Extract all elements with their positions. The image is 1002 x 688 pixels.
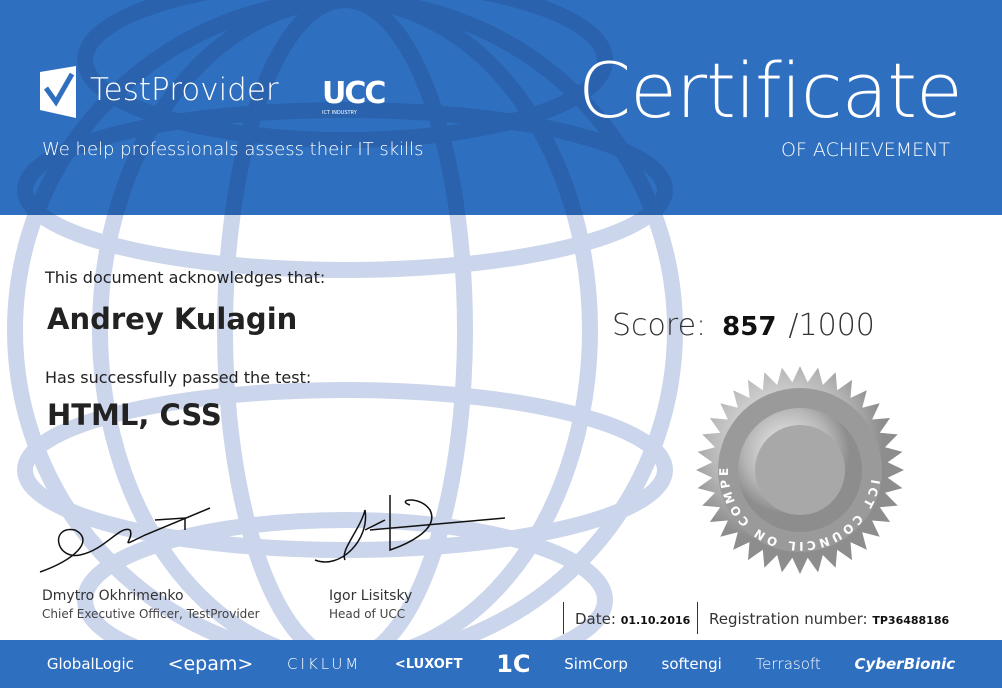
partner-softengi: softengi bbox=[661, 655, 722, 673]
tagline: We help professionals assess their IT sk… bbox=[42, 139, 424, 160]
divider bbox=[563, 602, 564, 634]
issue-date: Date: 01.10.2016 bbox=[575, 610, 690, 628]
ict-seal: ICT COUNCIL ON COMPETITIVENESS bbox=[695, 365, 904, 574]
test-name: HTML, CSS bbox=[47, 398, 222, 432]
partner-1c: 1C bbox=[496, 650, 531, 678]
score-value: 857 bbox=[722, 312, 777, 342]
globe-icon bbox=[755, 425, 845, 515]
date-label: Date: bbox=[575, 610, 616, 628]
score-max: /1000 bbox=[788, 308, 875, 343]
partner-luxoft: <LUXOFT bbox=[394, 656, 463, 672]
divider bbox=[697, 602, 698, 634]
acknowledges-text: This document acknowledges that: bbox=[45, 268, 326, 287]
partner-simcorp: SimCorp bbox=[564, 655, 628, 673]
signer-1-name: Dmytro Okhrimenko bbox=[42, 588, 184, 604]
reg-label: Registration number: bbox=[709, 610, 868, 628]
registration-number: Registration number: TP36488186 bbox=[709, 610, 949, 628]
signer-1-role: Chief Executive Officer, TestProvider bbox=[42, 607, 260, 621]
recipient-name: Andrey Kulagin bbox=[47, 302, 298, 336]
partner-terrasoft: Terrasoft bbox=[755, 655, 821, 673]
signer-2-name: Igor Lisitsky bbox=[329, 588, 413, 604]
ucc-logo: UCC bbox=[322, 76, 386, 111]
certificate-subtitle: OF ACHIEVEMENT bbox=[781, 139, 950, 161]
ucc-logo-sub: ICT INDUSTRY bbox=[322, 110, 357, 116]
reg-value: TP36488186 bbox=[872, 614, 950, 627]
brand-name: TestProvider bbox=[90, 72, 279, 108]
passed-text: Has successfully passed the test: bbox=[45, 368, 312, 387]
score: Score: 857/1000 bbox=[612, 308, 875, 343]
signer-2-role: Head of UCC bbox=[329, 607, 406, 621]
partner-globallogic: GlobalLogic bbox=[46, 655, 134, 673]
footer-band bbox=[0, 640, 1002, 688]
partner-epam: <epam> bbox=[167, 653, 254, 675]
date-value: 01.10.2016 bbox=[620, 614, 691, 627]
partner-ciklum: CIKLUM bbox=[286, 655, 362, 673]
signature-lisitsky bbox=[314, 495, 506, 563]
partner-cyberbionic: CyberBionic bbox=[854, 655, 956, 673]
signature-okhrimenko bbox=[39, 507, 211, 573]
certificate-title: Certificate bbox=[578, 46, 963, 135]
score-label: Score: bbox=[612, 308, 707, 343]
partner-logos: GlobalLogic <epam> CIKLUM <LUXOFT 1C Sim… bbox=[0, 640, 1002, 688]
testprovider-check-icon bbox=[40, 66, 76, 118]
